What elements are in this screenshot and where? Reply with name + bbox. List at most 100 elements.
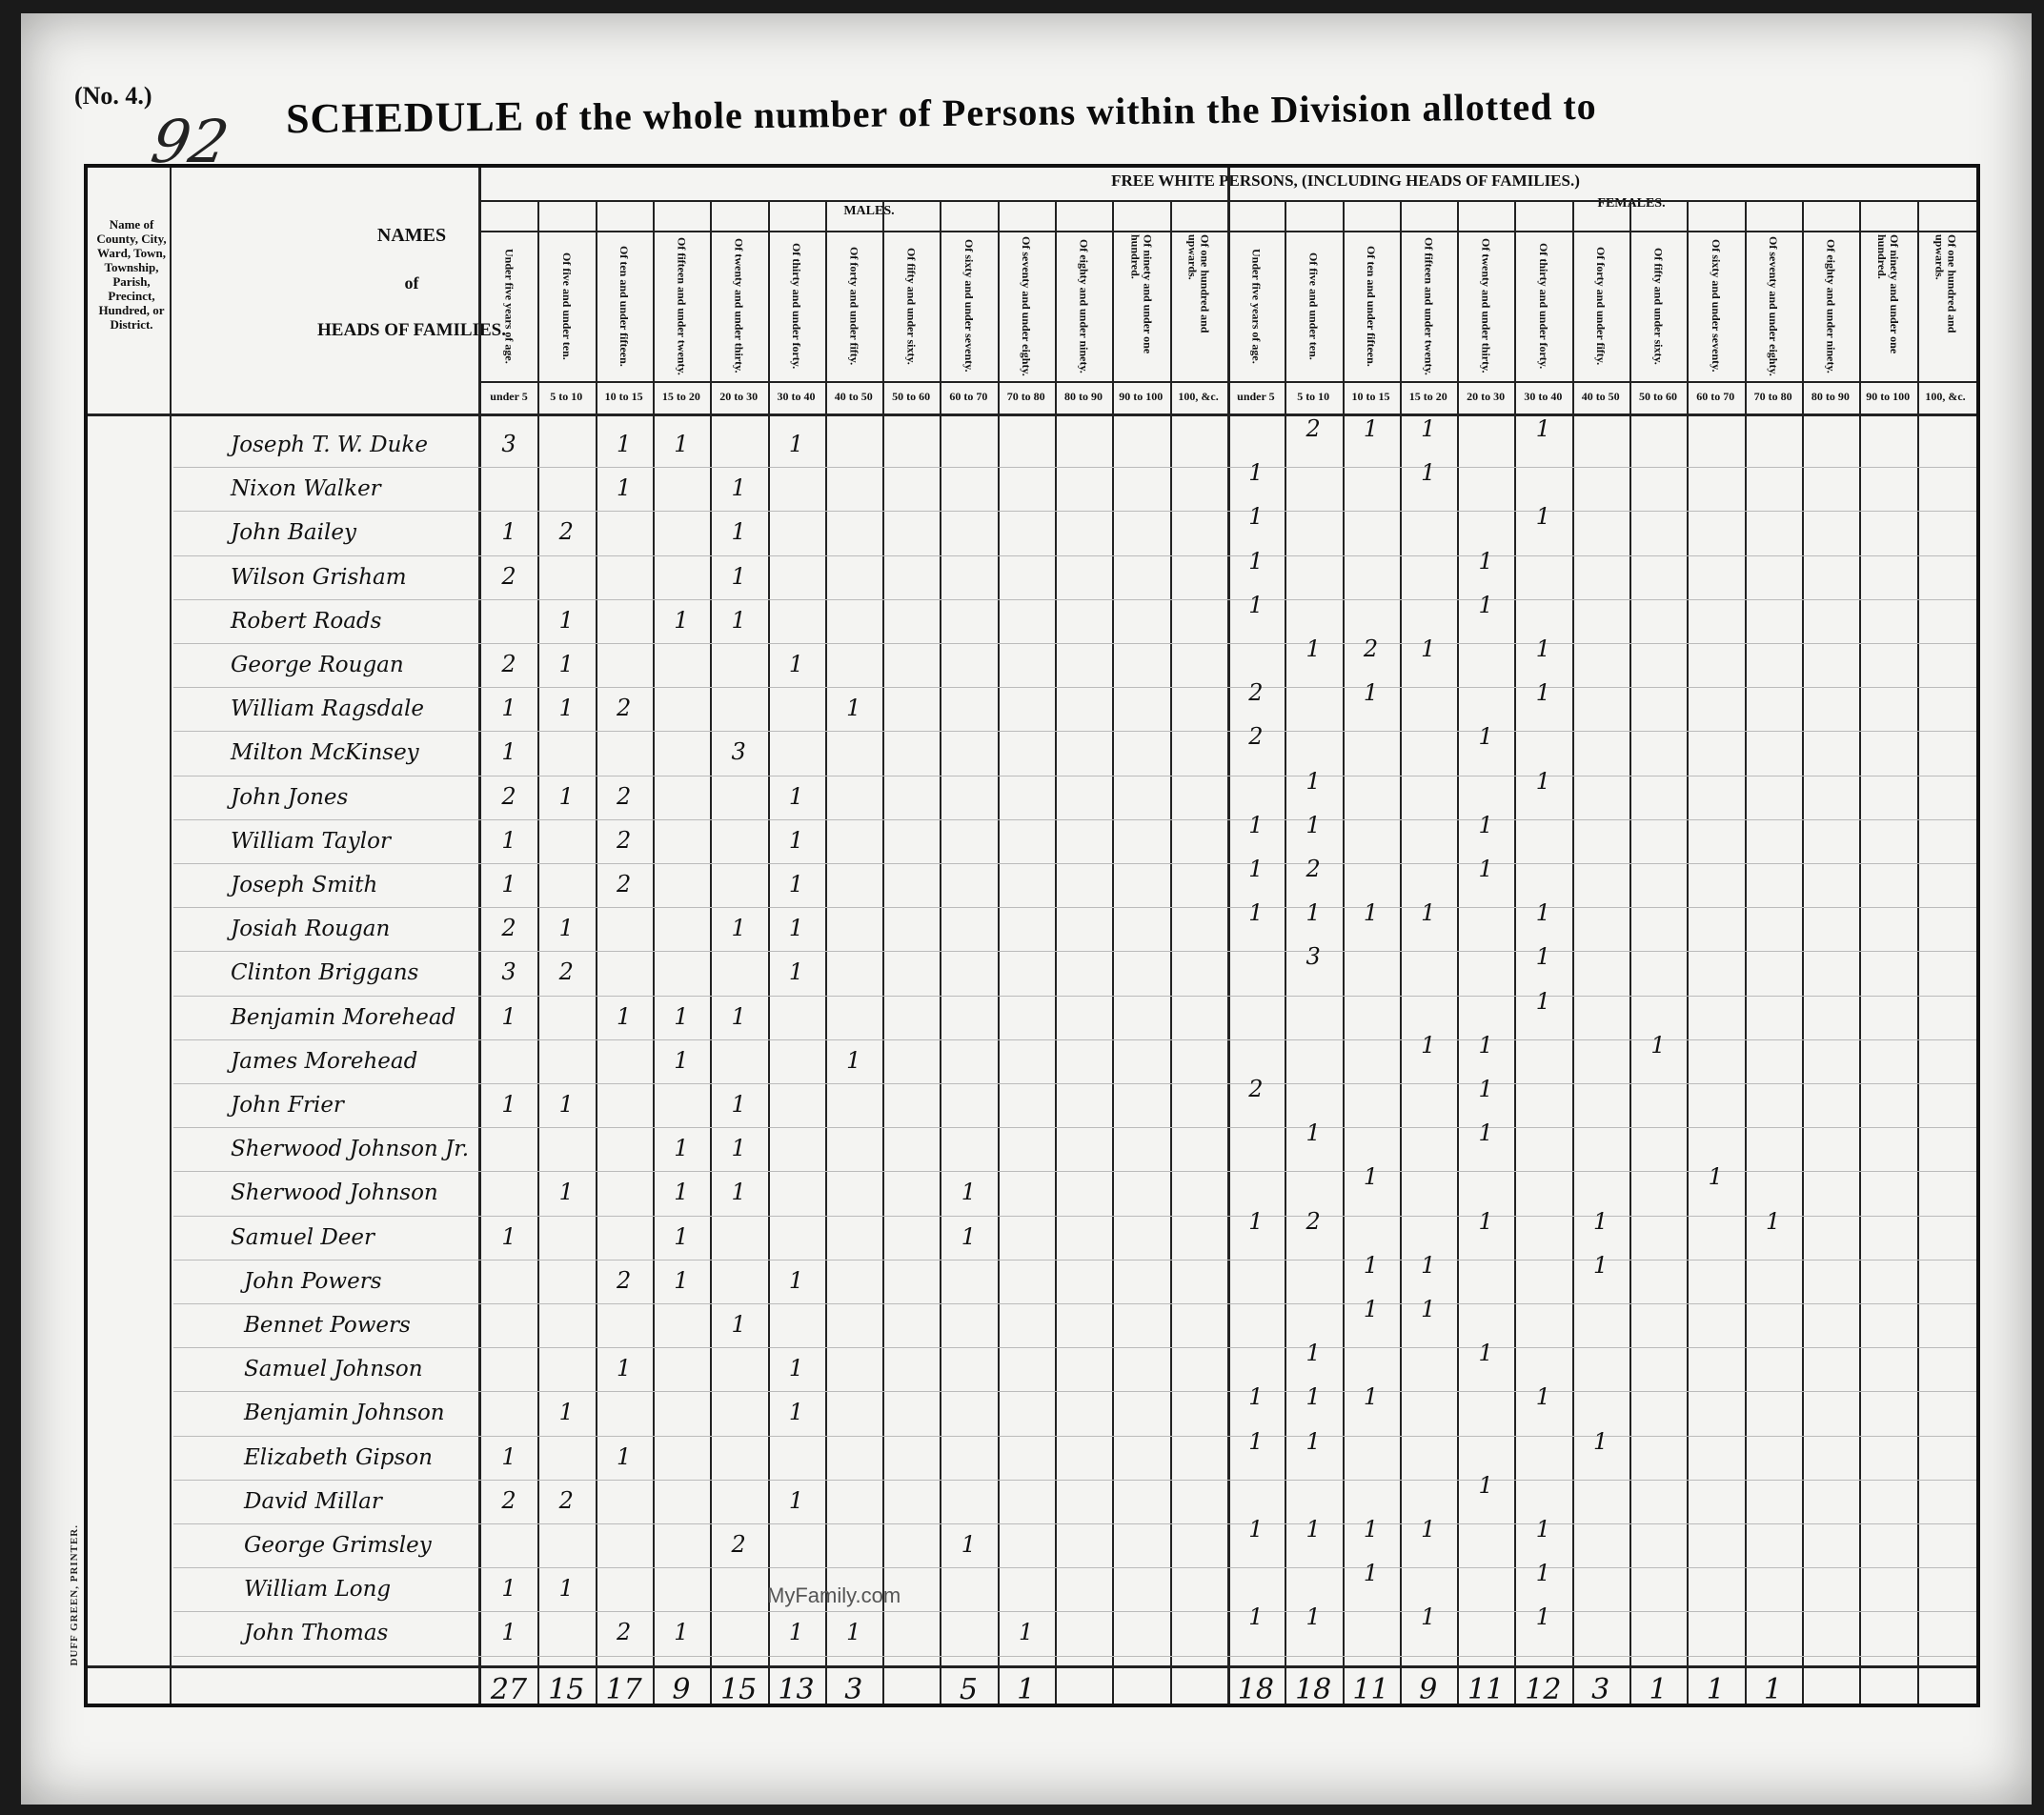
males-count-cell: 1 <box>961 1179 977 1206</box>
head-of-family-name: Sherwood Johnson Jr. <box>231 1137 470 1162</box>
females-count-cell: 1 <box>1248 1383 1264 1411</box>
column-description: Of one hundred and upwards. <box>1185 234 1212 333</box>
row-rule <box>173 1391 1976 1393</box>
column-description: Of ten and under fifteen. <box>617 245 632 367</box>
females-count-cell: 1 <box>1305 1603 1321 1631</box>
head-of-family-name: John Jones <box>231 784 349 810</box>
head-of-family-name: Robert Roads <box>231 608 382 634</box>
row-rule <box>173 863 1976 864</box>
males-count-cell: 1 <box>674 1135 689 1162</box>
females-count-cell: 1 <box>1248 899 1264 927</box>
males-count-cell: 1 <box>788 782 804 810</box>
column-description: Of ninety and under one hundred. <box>1875 234 1902 354</box>
watermark: MyFamily.com <box>767 1583 901 1607</box>
males-count-cell: 1 <box>846 1619 861 1646</box>
females-count-cell: 1 <box>1248 811 1264 838</box>
column-description: Of ten and under fifteen. <box>1365 245 1378 367</box>
females-count-cell: 3 <box>1305 943 1321 971</box>
row-rule <box>173 467 1976 469</box>
females-count-cell: 1 <box>1535 1516 1551 1543</box>
females-count-cell: 1 <box>1478 856 1493 882</box>
females-column-header: Of fifteen and under twenty. <box>1400 232 1457 379</box>
row-rule <box>173 1303 1976 1304</box>
males-count-cell: 1 <box>674 1046 689 1074</box>
males-count-cell: 1 <box>558 1179 574 1206</box>
males-total-cell: 17 <box>605 1673 642 1706</box>
females-count-cell: 1 <box>1305 1427 1321 1455</box>
head-of-family-name: George Rougan <box>231 653 404 677</box>
row-rule <box>173 1127 1976 1129</box>
head-of-family-name: William Ragsdale <box>231 696 424 722</box>
column-description: Of thirty and under forty. <box>1536 242 1550 370</box>
males-age-range: 15 to 20 <box>661 390 700 403</box>
males-count-cell: 3 <box>731 738 746 766</box>
females-count-cell: 1 <box>1535 635 1551 662</box>
males-count-cell: 1 <box>501 826 516 854</box>
males-age-range: 30 to 40 <box>777 390 816 403</box>
row-rule <box>173 598 1976 600</box>
females-column-header: Of five and under ten. <box>1285 232 1342 379</box>
males-header: MALES. <box>843 204 895 218</box>
males-count-cell: 1 <box>788 1355 804 1382</box>
females-count-cell: 1 <box>1535 679 1551 707</box>
females-column-header: Of sixty and under seventy. <box>1687 232 1744 379</box>
males-count-cell: 1 <box>674 1179 689 1206</box>
females-count-cell: 1 <box>1248 503 1264 531</box>
column-description: Of thirty and under forty. <box>790 242 803 370</box>
males-count-cell: 1 <box>501 1091 516 1118</box>
females-count-cell: 1 <box>1535 899 1551 927</box>
row-rule <box>173 1039 1976 1040</box>
row-rule <box>173 555 1976 556</box>
females-count-cell: 1 <box>1535 767 1551 795</box>
males-count-cell: 1 <box>674 1619 689 1646</box>
females-count-cell: 2 <box>1248 723 1264 751</box>
females-age-range: 50 to 60 <box>1639 390 1677 403</box>
males-count-cell: 1 <box>501 1002 516 1030</box>
females-age-range: 10 to 15 <box>1351 390 1390 403</box>
females-count-cell: 1 <box>1248 1207 1264 1235</box>
females-age-range: 15 to 20 <box>1408 390 1447 403</box>
males-total-cell: 13 <box>778 1673 815 1706</box>
column-divider <box>1226 168 1230 1704</box>
females-count-cell: 1 <box>1305 1516 1321 1543</box>
head-of-family-name: William Long <box>244 1577 392 1603</box>
females-column-header: Under five years of age. <box>1227 232 1285 379</box>
row-rule <box>173 818 1976 820</box>
females-count-cell: 1 <box>1478 1207 1493 1235</box>
males-age-range: 90 to 100 <box>1119 390 1164 403</box>
column-description: Of twenty and under thirty. <box>1479 238 1493 373</box>
females-count-cell: 1 <box>1593 1207 1609 1235</box>
totals-rule <box>88 1665 1976 1668</box>
row-rule <box>173 1171 1976 1173</box>
males-count-cell: 2 <box>616 871 632 897</box>
row-rule <box>173 511 1976 513</box>
males-count-cell: 2 <box>616 782 632 810</box>
males-total-cell: 9 <box>672 1673 691 1706</box>
females-total-cell: 11 <box>1467 1673 1505 1706</box>
females-count-cell: 1 <box>1421 1251 1436 1279</box>
column-header-rule <box>480 231 1976 232</box>
females-count-cell: 1 <box>1248 1516 1264 1543</box>
males-count-cell: 1 <box>788 431 804 457</box>
females-count-cell: 1 <box>1478 1031 1493 1059</box>
females-header: FEMALES. <box>1597 196 1666 211</box>
females-count-cell: 2 <box>1305 1207 1321 1235</box>
females-total-cell: 1 <box>1764 1673 1783 1706</box>
males-count-cell: 1 <box>616 474 632 502</box>
males-count-cell: 1 <box>674 1222 689 1250</box>
row-rule <box>173 951 1976 953</box>
females-count-cell: 1 <box>1478 1076 1493 1102</box>
females-count-cell: 1 <box>1305 635 1321 662</box>
head-of-family-name: Samuel Johnson <box>244 1357 423 1382</box>
females-count-cell: 1 <box>1421 415 1436 442</box>
males-count-cell: 1 <box>501 1442 516 1470</box>
county-column-divider <box>170 168 172 1704</box>
males-count-cell: 1 <box>788 1399 804 1426</box>
females-column-header: Of fifty and under sixty. <box>1629 232 1687 379</box>
females-age-range: 40 to 50 <box>1581 390 1620 403</box>
females-count-cell: 1 <box>1363 415 1379 442</box>
column-description: Under five years of age. <box>502 248 516 364</box>
males-count-cell: 2 <box>501 782 516 810</box>
females-count-cell: 1 <box>1421 1516 1436 1543</box>
head-of-family-name: James Morehead <box>231 1048 418 1074</box>
